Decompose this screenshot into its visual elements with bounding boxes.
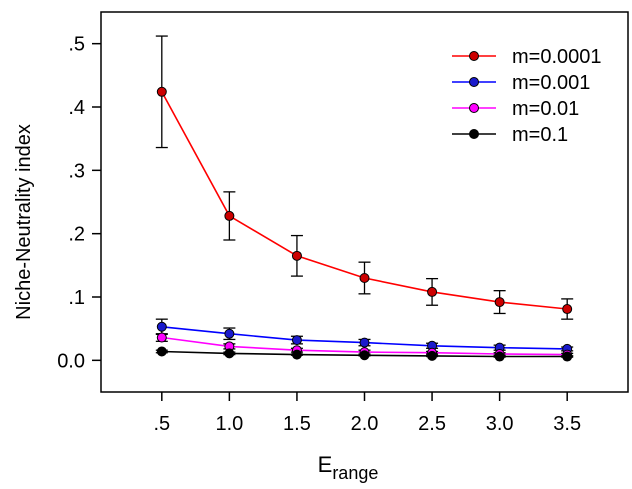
data-point [156, 321, 167, 332]
data-point [359, 337, 370, 348]
series-m=0.1 [155, 346, 574, 362]
legend-label: m=0.1 [512, 124, 568, 146]
x-tick-label: 3.5 [553, 413, 581, 435]
y-axis-label: Niche-Neutrality index [13, 124, 35, 320]
legend-item: m=0.01 [452, 98, 579, 120]
legend-item: m=0.1 [452, 124, 568, 146]
x-tick-label: 1.5 [283, 413, 311, 435]
y-tick-label: 0.0 [57, 350, 85, 372]
x-axis-label: Erange [318, 452, 379, 483]
series-m=0.001 [155, 318, 574, 354]
data-point [224, 210, 235, 221]
legend-marker [469, 77, 479, 87]
y-tick-label: .4 [68, 97, 85, 119]
data-point [291, 250, 302, 261]
plot-area: 0.0 .1 .2 .3 .4 .5 .5 1.0 1.5 2.0 2.5 3.0 3.5 [57, 11, 629, 435]
y-tick-label: .1 [68, 287, 85, 309]
legend: m=0.0001 m=0.001 m=0.01 m=0.1 [452, 46, 602, 146]
plot-frame [100, 11, 629, 393]
x-tick-label: 2.5 [418, 413, 446, 435]
data-point [156, 332, 167, 343]
legend-marker [469, 103, 479, 113]
data-point [224, 328, 235, 339]
x-tick-label: 2.0 [351, 413, 379, 435]
data-point [562, 304, 573, 315]
y-tick-label: .5 [68, 34, 85, 56]
data-point [224, 348, 235, 359]
x-tick-label: 1.0 [215, 413, 243, 435]
data-point [291, 349, 302, 360]
data-point [291, 335, 302, 346]
data-point [156, 86, 167, 97]
data-point [494, 351, 505, 362]
y-tick-label: .2 [68, 224, 85, 246]
legend-item: m=0.0001 [452, 46, 602, 68]
data-point [156, 346, 167, 357]
data-point [427, 350, 438, 361]
series-m=0.0001 [155, 35, 574, 320]
data-point [494, 297, 505, 308]
data-point [427, 286, 438, 297]
x-tick-label: .5 [153, 413, 170, 435]
x-axis-label-main: E [318, 452, 333, 477]
data-point [359, 350, 370, 361]
legend-marker [469, 129, 479, 139]
x-axis-label-subscript: range [332, 463, 378, 483]
data-point [562, 351, 573, 362]
legend-item: m=0.001 [452, 72, 590, 94]
y-tick-label: .3 [68, 160, 85, 182]
legend-label: m=0.0001 [512, 46, 602, 68]
x-tick-label: 3.0 [486, 413, 514, 435]
legend-label: m=0.01 [512, 98, 579, 120]
legend-label: m=0.001 [512, 72, 590, 94]
data-point [359, 273, 370, 283]
legend-marker [469, 51, 479, 61]
